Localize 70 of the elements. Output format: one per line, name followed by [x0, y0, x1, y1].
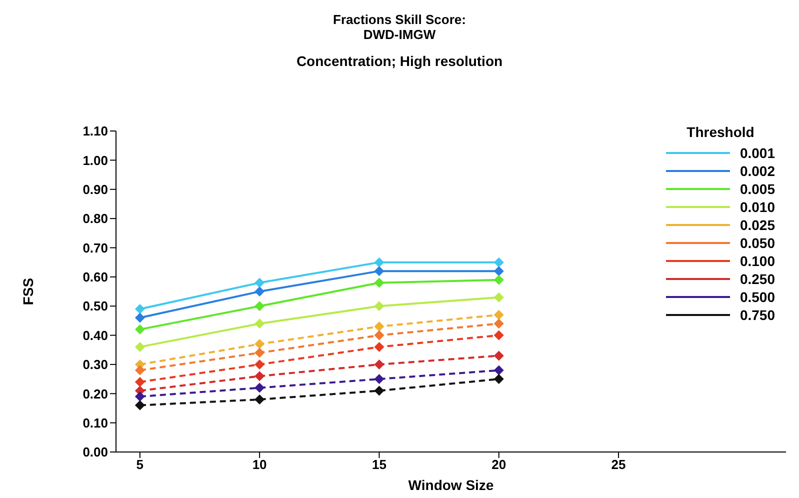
- y-tick-label: 0.10: [82, 415, 108, 430]
- y-tick-label: 0.80: [82, 211, 108, 226]
- point: [254, 278, 265, 288]
- point: [254, 339, 265, 350]
- point: [254, 359, 265, 370]
- y-tick-label: 1.10: [82, 124, 108, 139]
- point: [134, 312, 145, 323]
- legend-label: 0.500: [740, 288, 775, 306]
- legend-title: Threshold: [686, 124, 756, 140]
- point: [494, 350, 504, 361]
- y-tick-label: 0.90: [82, 182, 108, 197]
- y-tick-label: 0.40: [82, 328, 108, 343]
- point: [134, 376, 145, 387]
- chart-title: Fractions Skill Score: DWD-IMGW: [332, 12, 467, 42]
- y-tick-label: 0.30: [82, 357, 108, 372]
- y-axis-title: FSS: [20, 278, 36, 306]
- y-tick-label: 0.20: [82, 386, 108, 402]
- point: [254, 394, 265, 404]
- y-tick-label: 0.00: [82, 444, 108, 460]
- point: [374, 386, 384, 396]
- x-tick-label: 5: [136, 457, 144, 472]
- point: [494, 292, 504, 302]
- point: [374, 278, 384, 288]
- point: [494, 365, 504, 376]
- legend-label: 0.010: [740, 198, 775, 216]
- y-tick-label: 0.70: [82, 240, 108, 256]
- legend-label: 0.750: [740, 306, 775, 324]
- legend-label: 0.100: [740, 252, 775, 270]
- x-tick-label: 10: [252, 457, 267, 472]
- point: [494, 274, 504, 285]
- point: [134, 342, 145, 352]
- point: [374, 322, 384, 332]
- y-tick-label: 0.50: [82, 298, 108, 314]
- legend-label: 0.025: [740, 216, 775, 234]
- point: [134, 304, 145, 314]
- chart-subtitle: Concentration; High resolution: [295, 53, 504, 69]
- point: [254, 348, 265, 358]
- legend-label: 0.002: [740, 162, 775, 180]
- point: [134, 365, 145, 376]
- y-tick-label: 1.00: [82, 152, 108, 168]
- point: [494, 318, 504, 329]
- point: [494, 374, 504, 384]
- point: [374, 266, 384, 276]
- point: [374, 330, 384, 340]
- point: [254, 318, 265, 329]
- legend-label: 0.001: [740, 144, 775, 162]
- x-axis-title: Window Size: [408, 477, 494, 493]
- point: [254, 371, 265, 382]
- point: [374, 359, 384, 370]
- point: [494, 257, 504, 268]
- point: [494, 330, 504, 340]
- point: [374, 301, 384, 312]
- y-tick-label: 0.60: [82, 270, 108, 285]
- point: [254, 286, 265, 296]
- legend-label: 0.005: [740, 180, 775, 198]
- point: [374, 374, 384, 384]
- legend-label: 0.050: [740, 234, 775, 252]
- point: [134, 400, 145, 410]
- x-tick-label: 15: [372, 457, 386, 472]
- x-tick-label: 20: [492, 457, 506, 472]
- point: [374, 257, 384, 268]
- point: [254, 301, 265, 312]
- point: [374, 342, 384, 352]
- point: [134, 324, 145, 334]
- point: [494, 310, 504, 320]
- point: [494, 266, 504, 276]
- point: [254, 382, 265, 393]
- legend-label: 0.250: [740, 270, 775, 288]
- point: [134, 392, 145, 402]
- x-tick-label: 25: [611, 457, 626, 472]
